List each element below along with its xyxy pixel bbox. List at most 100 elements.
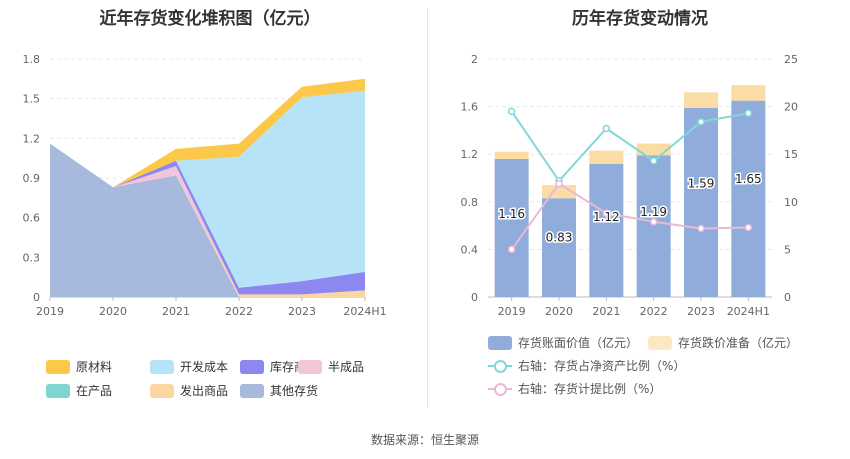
y2-tick-label: 20 xyxy=(784,101,798,114)
area-series-库存商品 xyxy=(50,143,365,295)
line-point xyxy=(697,224,705,233)
legend-swatch xyxy=(240,383,264,398)
legend-swatch xyxy=(488,382,512,396)
y-tick-label: 0.4 xyxy=(461,243,479,256)
x-tick-label: 2022 xyxy=(225,305,253,318)
x-tick-label: 2023 xyxy=(687,305,715,318)
legend-label: 开发成本 xyxy=(180,360,229,374)
bar-reserve xyxy=(589,150,624,164)
legend-label: 右轴：存货计提比例（%） xyxy=(518,382,662,396)
legend-swatch xyxy=(240,359,264,374)
right-chart-title: 历年存货变动情况 xyxy=(572,9,708,29)
legend-swatch xyxy=(150,383,174,398)
legend-item[interactable]: 存货跌价准备（亿元） xyxy=(648,334,798,351)
x-tick-label: 2024H1 xyxy=(727,305,770,318)
x-tick-label: 2019 xyxy=(36,305,64,318)
line-point xyxy=(744,109,753,118)
line-point xyxy=(507,245,516,254)
x-tick-label: 2024H1 xyxy=(343,305,386,318)
legend-item[interactable]: 右轴：存货占净资产比例（%） xyxy=(488,357,685,374)
line-point xyxy=(744,223,753,232)
bar-book-value xyxy=(494,158,529,297)
y-tick-label: 1.2 xyxy=(461,148,479,161)
y2-tick-label: 25 xyxy=(784,53,798,66)
legend-item[interactable]: 在产品 xyxy=(46,382,112,399)
area-series-开发成本 xyxy=(50,90,365,288)
x-tick-label: 2020 xyxy=(545,305,573,318)
line-inventory-ratio xyxy=(510,110,749,183)
legend-swatch xyxy=(46,383,70,398)
legend-label: 存货跌价准备（亿元） xyxy=(678,336,799,350)
legend-label: 其他存货 xyxy=(270,384,319,398)
legend-label: 存货账面价值（亿元） xyxy=(518,336,639,350)
legend-item[interactable]: 存货账面价值（亿元） xyxy=(488,334,638,351)
bar-book-value xyxy=(684,107,718,297)
line-point xyxy=(507,107,516,116)
y-tick-label: 0.6 xyxy=(23,212,41,225)
y2-tick-label: 5 xyxy=(784,243,791,256)
bar-value-label: 1.12 xyxy=(593,210,620,224)
bar-value-label: 1.65 xyxy=(735,172,762,186)
legend-item[interactable]: 半成品 xyxy=(298,358,364,375)
bar-reserve xyxy=(684,92,718,108)
y2-tick-label: 15 xyxy=(784,148,798,161)
bar-value-label: 0.83 xyxy=(546,231,573,245)
stacked-area-chart: 0 0.3 0.6 0.9 1.2 1.5 1.8 2019 2020 2021 2022 2023 2… xyxy=(23,53,387,318)
legend-item[interactable]: 右轴：存货计提比例（%） xyxy=(488,380,661,397)
x-tick-label: 2023 xyxy=(288,305,316,318)
y-tick-label: 0.9 xyxy=(23,172,41,185)
legend-label: 在产品 xyxy=(76,384,113,398)
y-tick-label: 0.3 xyxy=(23,251,41,264)
legend-label: 发出商品 xyxy=(180,384,229,398)
y-tick-label: 0 xyxy=(471,291,478,304)
legend-swatch xyxy=(488,359,512,373)
line-point xyxy=(555,179,563,188)
bar-value-label: 1.19 xyxy=(640,205,667,219)
y2-tick-label: 0 xyxy=(784,291,791,304)
line-point xyxy=(602,124,611,133)
y-tick-label: 1.6 xyxy=(461,101,479,114)
line-point xyxy=(602,209,611,217)
y-tick-label: 0.8 xyxy=(461,196,479,209)
bar-book-value xyxy=(589,163,624,297)
legend-item[interactable]: 其他存货 xyxy=(240,382,318,399)
legend-item[interactable]: 发出商品 xyxy=(150,382,228,399)
bar-book-value xyxy=(542,198,576,297)
legend-swatch xyxy=(488,335,512,350)
y-tick-label: 1.8 xyxy=(23,53,41,66)
y-tick-label: 2 xyxy=(471,53,478,66)
legend-swatch xyxy=(150,359,174,374)
area-series-其他存货 xyxy=(50,143,365,297)
legend-swatch xyxy=(298,359,322,374)
left-legend: 原材料 开发成本 库存商品 半成品 在产品 发出商品 其他存货 xyxy=(46,358,406,408)
legend-item[interactable]: 开发成本 xyxy=(150,358,228,375)
bar-reserve xyxy=(636,143,671,156)
x-tick-label: 2019 xyxy=(498,305,526,318)
y-tick-label: 0 xyxy=(33,291,40,304)
right-legend: 存货账面价值（亿元） 存货跌价准备（亿元） 右轴：存货占净资产比例（%） 右轴：存货计… xyxy=(488,334,828,404)
legend-swatch xyxy=(648,335,672,350)
left-chart-title: 近年存货变化堆积图（亿元） xyxy=(99,9,321,29)
legend-label: 半成品 xyxy=(328,360,365,374)
y-tick-label: 1.2 xyxy=(23,132,41,145)
x-tick-label: 2022 xyxy=(640,305,668,318)
line-provision-ratio xyxy=(510,182,749,250)
y2-tick-label: 10 xyxy=(784,196,798,209)
line-point xyxy=(649,218,658,226)
legend-label: 原材料 xyxy=(76,360,113,374)
legend-swatch xyxy=(46,359,70,374)
bar-value-label: 1.59 xyxy=(688,176,715,190)
x-tick-label: 2021 xyxy=(162,305,190,318)
bar-reserve xyxy=(731,85,766,101)
bar-book-value xyxy=(731,100,766,298)
legend-item[interactable]: 原材料 xyxy=(46,358,112,375)
bar-reserve xyxy=(494,151,529,159)
x-tick-label: 2021 xyxy=(592,305,620,318)
bar-value-label: 1.16 xyxy=(498,207,525,221)
y-tick-label: 1.5 xyxy=(23,93,41,106)
data-source: 数据来源：恒生聚源 xyxy=(370,433,479,447)
area-series-原材料 xyxy=(50,78,365,188)
x-tick-label: 2020 xyxy=(99,305,127,318)
line-point xyxy=(697,118,705,126)
